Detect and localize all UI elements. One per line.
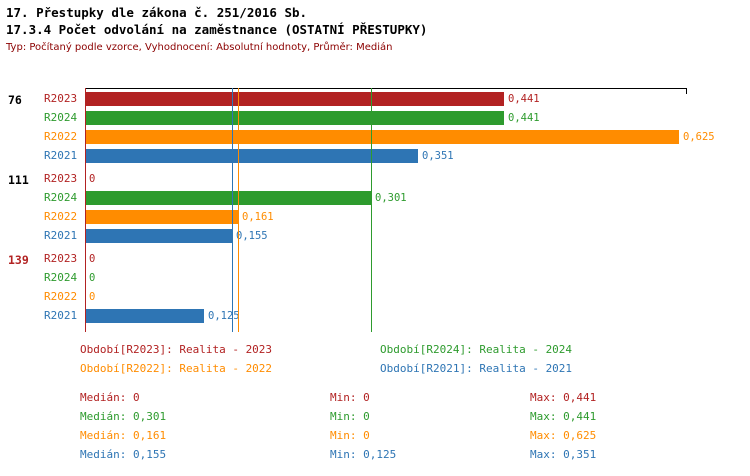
median-line-r2021	[232, 88, 233, 332]
chart-title: 17.3.4 Počet odvolání na zaměstnance (OS…	[6, 22, 428, 37]
stat-median-r2023: Medián: 0	[80, 391, 140, 404]
bar-row: R2021 0,351	[0, 149, 750, 168]
bar-value: 0,125	[208, 310, 240, 322]
bar-r2024	[85, 191, 371, 205]
bar-track: 0	[85, 252, 750, 266]
bar-value: 0	[89, 253, 96, 265]
bar-row: R2024 0,301	[0, 191, 750, 210]
stat-max-r2024: Max: 0,441	[530, 410, 597, 423]
series-label-r2023: R2023	[44, 252, 78, 265]
bar-track: 0,155	[85, 229, 750, 243]
bar-row: R2024 0	[0, 271, 750, 290]
stat-max-r2021: Max: 0,351	[530, 448, 597, 461]
legend-item-r2022: Období[R2022]: Realita - 2022	[80, 362, 273, 375]
stat-median-r2021: Medián: 0,155	[80, 448, 167, 461]
chart-legend: Období[R2023]: Realita - 2023 Období[R202…	[80, 343, 572, 376]
bar-track: 0,441	[85, 111, 750, 125]
bar-row: R2022 0	[0, 290, 750, 309]
bar-track: 0	[85, 290, 750, 304]
chart-meta: Typ: Počítaný podle vzorce, Vyhodnocení:…	[6, 42, 393, 53]
bar-r2022	[85, 210, 238, 224]
bar-value: 0,155	[236, 230, 268, 242]
bar-value: 0	[89, 272, 96, 284]
series-label-r2023: R2023	[44, 172, 78, 185]
bar-r2021	[85, 309, 204, 323]
stat-median-r2022: Medián: 0,161	[80, 429, 167, 442]
bar-track: 0,161	[85, 210, 750, 224]
stat-min-r2022: Min: 0	[330, 429, 370, 442]
series-label-r2022: R2022	[44, 130, 78, 143]
group-count-label: 76	[8, 93, 22, 107]
median-line-r2024	[371, 88, 372, 332]
series-label-r2024: R2024	[44, 191, 78, 204]
bar-track: 0,301	[85, 191, 750, 205]
bar-row: R2023 0,441	[0, 92, 750, 111]
bar-chart: 76 R2023 0,441 R2024 0,441 R2022 0,625 R2021 0,3…	[0, 86, 750, 334]
bar-value: 0	[89, 291, 96, 303]
bar-track: 0,125	[85, 309, 750, 323]
series-label-r2022: R2022	[44, 210, 78, 223]
series-label-r2023: R2023	[44, 92, 78, 105]
bar-value: 0,161	[242, 211, 274, 223]
series-label-r2021: R2021	[44, 149, 78, 162]
bar-group: 139 R2023 0 R2024 0 R2022 0 R2021 0,125	[0, 252, 750, 328]
bar-value: 0,441	[508, 112, 540, 124]
stat-min-r2023: Min: 0	[330, 391, 370, 404]
legend-item-r2023: Období[R2023]: Realita - 2023	[80, 343, 273, 356]
bar-r2024	[85, 111, 504, 125]
stat-max-r2022: Max: 0,625	[530, 429, 597, 442]
group-count-label: 111	[8, 173, 29, 187]
legend-item-r2024: Období[R2024]: Realita - 2024	[380, 343, 573, 356]
bar-value: 0,625	[683, 131, 715, 143]
bar-group: 76 R2023 0,441 R2024 0,441 R2022 0,625 R2021 0,3…	[0, 92, 750, 168]
bar-row: R2022 0,161	[0, 210, 750, 229]
x-axis-line	[85, 88, 686, 89]
stat-min-r2024: Min: 0	[330, 410, 370, 423]
bar-value: 0	[89, 173, 96, 185]
bar-value: 0,301	[375, 192, 407, 204]
bar-r2023	[85, 92, 504, 106]
bar-row: R2024 0,441	[0, 111, 750, 130]
bar-row: R2021 0,125	[0, 309, 750, 328]
bar-track: 0,441	[85, 92, 750, 106]
bar-row: R2023 0	[0, 252, 750, 271]
stat-median-r2024: Medián: 0,301	[80, 410, 167, 423]
median-line-r2022	[238, 88, 239, 332]
stat-min-r2021: Min: 0,125	[330, 448, 397, 461]
median-line-r2023	[85, 88, 86, 332]
bar-r2021	[85, 149, 418, 163]
group-count-label: 139	[8, 253, 29, 267]
series-label-r2024: R2024	[44, 111, 78, 124]
report-title: 17. Přestupky dle zákona č. 251/2016 Sb.	[6, 5, 308, 20]
series-label-r2021: R2021	[44, 309, 78, 322]
chart-stats: Medián: 0 Min: 0 Max: 0,441 Medián: 0,301 Mi…	[80, 391, 596, 462]
x-axis-end-tick	[686, 88, 687, 94]
series-label-r2022: R2022	[44, 290, 78, 303]
bar-value: 0,441	[508, 93, 540, 105]
bar-value: 0,351	[422, 150, 454, 162]
series-label-r2024: R2024	[44, 271, 78, 284]
bar-track: 0,351	[85, 149, 750, 163]
bar-track: 0	[85, 271, 750, 285]
bar-group: 111 R2023 0 R2024 0,301 R2022 0,161 R2021 0,155	[0, 172, 750, 248]
bar-row: R2022 0,625	[0, 130, 750, 149]
bar-r2022	[85, 130, 679, 144]
bar-track: 0	[85, 172, 750, 186]
bar-track: 0,625	[85, 130, 750, 144]
series-label-r2021: R2021	[44, 229, 78, 242]
legend-item-r2021: Období[R2021]: Realita - 2021	[380, 362, 573, 375]
bar-r2021	[85, 229, 232, 243]
stat-max-r2023: Max: 0,441	[530, 391, 597, 404]
bar-row: R2023 0	[0, 172, 750, 191]
bar-row: R2021 0,155	[0, 229, 750, 248]
